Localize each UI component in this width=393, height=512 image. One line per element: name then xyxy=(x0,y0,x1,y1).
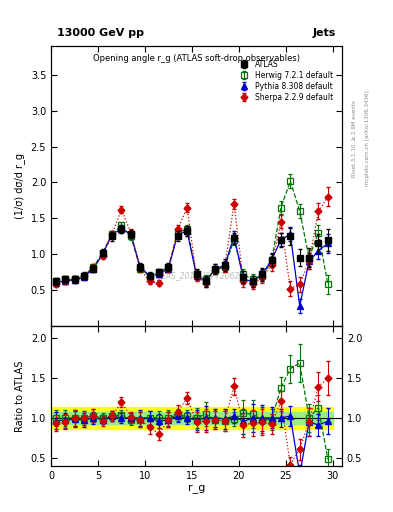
Bar xyxy=(314,407,323,429)
Bar xyxy=(230,412,239,423)
Bar xyxy=(173,412,182,423)
Bar xyxy=(257,412,267,423)
Bar xyxy=(201,407,211,429)
Bar xyxy=(136,407,145,429)
Bar xyxy=(323,407,332,429)
Bar xyxy=(70,412,79,423)
Bar xyxy=(220,407,230,429)
Bar xyxy=(267,412,276,423)
Bar xyxy=(295,407,305,429)
Bar xyxy=(276,412,286,423)
Bar xyxy=(51,407,61,429)
Bar xyxy=(192,412,201,423)
Bar xyxy=(220,412,230,423)
Bar xyxy=(182,407,192,429)
Bar xyxy=(61,412,70,423)
Bar xyxy=(239,412,248,423)
Bar xyxy=(173,407,182,429)
Y-axis label: (1/σ) dσ/d r_g: (1/σ) dσ/d r_g xyxy=(14,153,25,219)
Bar xyxy=(201,412,211,423)
Bar xyxy=(314,412,323,423)
Bar xyxy=(136,412,145,423)
Bar xyxy=(51,412,61,423)
Text: ATLAS_2019_I1772062: ATLAS_2019_I1772062 xyxy=(153,271,240,280)
Legend: ATLAS, Herwig 7.2.1 default, Pythia 8.308 default, Sherpa 2.2.9 default: ATLAS, Herwig 7.2.1 default, Pythia 8.30… xyxy=(234,58,335,103)
Bar xyxy=(88,412,98,423)
Text: 13000 GeV pp: 13000 GeV pp xyxy=(57,28,144,38)
Bar xyxy=(154,407,163,429)
Bar xyxy=(79,407,88,429)
Bar xyxy=(295,412,305,423)
Text: Rivet 3.1.10, ≥ 2.9M events: Rivet 3.1.10, ≥ 2.9M events xyxy=(352,100,357,177)
Bar xyxy=(230,407,239,429)
Text: Opening angle r_g (ATLAS soft-drop observables): Opening angle r_g (ATLAS soft-drop obser… xyxy=(93,54,300,63)
Bar xyxy=(286,407,295,429)
Bar xyxy=(248,412,257,423)
Bar xyxy=(257,407,267,429)
Bar xyxy=(117,412,126,423)
Bar xyxy=(61,407,70,429)
Bar xyxy=(239,407,248,429)
Bar xyxy=(126,412,136,423)
Bar xyxy=(145,412,154,423)
Bar xyxy=(126,407,136,429)
Bar xyxy=(211,412,220,423)
Bar xyxy=(145,407,154,429)
Bar xyxy=(163,407,173,429)
Bar xyxy=(70,407,79,429)
Bar xyxy=(267,407,276,429)
Bar xyxy=(211,407,220,429)
Text: mcplots.cern.ch [arXiv:1306.3436]: mcplots.cern.ch [arXiv:1306.3436] xyxy=(365,91,371,186)
Bar xyxy=(79,412,88,423)
Bar xyxy=(98,412,107,423)
Bar xyxy=(117,407,126,429)
Bar xyxy=(323,412,332,423)
Bar xyxy=(182,412,192,423)
Bar xyxy=(305,412,314,423)
X-axis label: r_g: r_g xyxy=(188,483,205,494)
Bar xyxy=(192,407,201,429)
Bar xyxy=(88,407,98,429)
Bar xyxy=(107,412,117,423)
Text: Jets: Jets xyxy=(313,28,336,38)
Bar xyxy=(286,412,295,423)
Bar xyxy=(248,407,257,429)
Bar xyxy=(305,407,314,429)
Bar xyxy=(276,407,286,429)
Bar xyxy=(107,407,117,429)
Bar xyxy=(154,412,163,423)
Bar xyxy=(163,412,173,423)
Bar xyxy=(98,407,107,429)
Y-axis label: Ratio to ATLAS: Ratio to ATLAS xyxy=(15,360,25,432)
